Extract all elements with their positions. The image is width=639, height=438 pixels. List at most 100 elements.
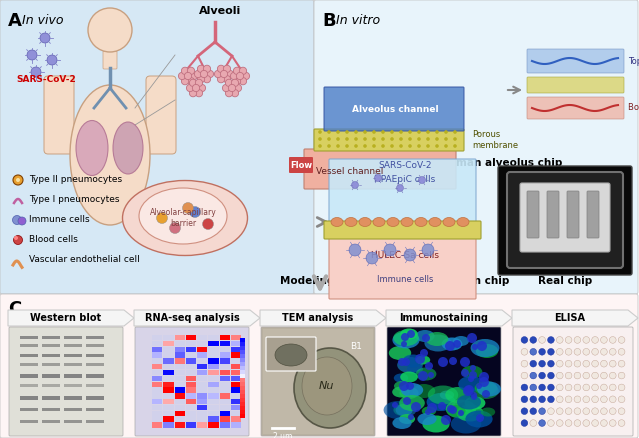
Bar <box>240 398 245 402</box>
Circle shape <box>157 212 167 223</box>
Circle shape <box>521 336 528 343</box>
Circle shape <box>31 67 41 77</box>
Bar <box>220 346 230 352</box>
Text: C: C <box>8 300 21 318</box>
Circle shape <box>601 349 607 355</box>
Text: Type I pneumocytes: Type I pneumocytes <box>29 195 119 205</box>
Circle shape <box>601 396 607 403</box>
Bar <box>240 382 245 386</box>
Circle shape <box>539 396 546 403</box>
Ellipse shape <box>457 218 469 226</box>
Circle shape <box>426 144 430 148</box>
Bar <box>86 408 104 411</box>
Circle shape <box>318 144 322 148</box>
Bar <box>86 336 104 339</box>
Circle shape <box>521 408 528 414</box>
Bar <box>208 422 219 427</box>
Bar <box>197 353 208 358</box>
Ellipse shape <box>481 407 495 417</box>
Circle shape <box>327 137 331 141</box>
Circle shape <box>190 72 197 80</box>
Circle shape <box>445 341 455 351</box>
Ellipse shape <box>345 218 357 226</box>
Circle shape <box>521 420 528 427</box>
Text: In vivo: In vivo <box>22 14 63 27</box>
Bar <box>64 344 82 346</box>
Bar <box>20 374 38 378</box>
Ellipse shape <box>399 414 415 424</box>
Circle shape <box>601 336 607 343</box>
Circle shape <box>189 79 197 86</box>
Bar <box>152 399 162 404</box>
FancyBboxPatch shape <box>527 97 624 119</box>
Bar <box>152 422 162 427</box>
Ellipse shape <box>465 396 486 410</box>
Circle shape <box>566 420 572 427</box>
Circle shape <box>471 392 477 398</box>
Ellipse shape <box>407 364 423 374</box>
Circle shape <box>479 372 489 382</box>
Bar <box>186 405 196 410</box>
Bar <box>186 346 196 352</box>
Bar <box>208 364 219 370</box>
Text: Illustration of human alveolus chip: Illustration of human alveolus chip <box>357 158 563 168</box>
Bar <box>174 376 185 381</box>
Circle shape <box>183 202 194 213</box>
Circle shape <box>472 344 478 350</box>
Bar <box>42 344 60 346</box>
Ellipse shape <box>76 120 108 176</box>
FancyBboxPatch shape <box>266 337 316 371</box>
Bar <box>208 410 219 416</box>
Bar <box>197 376 208 381</box>
Bar <box>163 364 174 370</box>
Text: Alveolar-capillary
barrier: Alveolar-capillary barrier <box>150 208 217 228</box>
Bar <box>220 399 230 404</box>
Circle shape <box>13 236 22 244</box>
Bar <box>152 364 162 370</box>
Bar <box>231 393 241 399</box>
Bar <box>163 346 174 352</box>
Circle shape <box>479 377 489 387</box>
Circle shape <box>422 244 434 256</box>
Circle shape <box>422 334 430 342</box>
Circle shape <box>592 408 599 414</box>
Circle shape <box>583 360 590 367</box>
Circle shape <box>381 130 385 134</box>
Circle shape <box>438 402 446 410</box>
Bar <box>231 341 241 346</box>
Circle shape <box>215 71 222 78</box>
Bar <box>174 422 185 427</box>
Circle shape <box>327 144 331 148</box>
Circle shape <box>366 252 378 264</box>
Circle shape <box>408 137 412 141</box>
Circle shape <box>185 72 192 80</box>
Circle shape <box>435 144 439 148</box>
Circle shape <box>169 223 180 233</box>
Ellipse shape <box>123 180 247 255</box>
Bar <box>197 370 208 375</box>
Circle shape <box>196 79 203 86</box>
Bar <box>163 376 174 381</box>
Bar <box>231 370 241 375</box>
Circle shape <box>566 384 572 391</box>
Circle shape <box>318 130 322 134</box>
Bar <box>42 408 60 411</box>
FancyBboxPatch shape <box>0 0 314 294</box>
Bar <box>197 341 208 346</box>
Circle shape <box>521 384 528 391</box>
Bar <box>240 350 245 354</box>
Ellipse shape <box>383 401 412 419</box>
Circle shape <box>583 372 590 379</box>
Circle shape <box>521 360 528 367</box>
Bar <box>20 363 38 365</box>
Circle shape <box>18 217 26 225</box>
Circle shape <box>601 372 607 379</box>
Bar <box>231 335 241 340</box>
Circle shape <box>592 360 599 367</box>
Ellipse shape <box>139 188 227 244</box>
Bar <box>231 405 241 410</box>
Circle shape <box>192 85 199 92</box>
Circle shape <box>392 402 398 408</box>
Bar <box>240 410 245 414</box>
Ellipse shape <box>456 405 484 421</box>
